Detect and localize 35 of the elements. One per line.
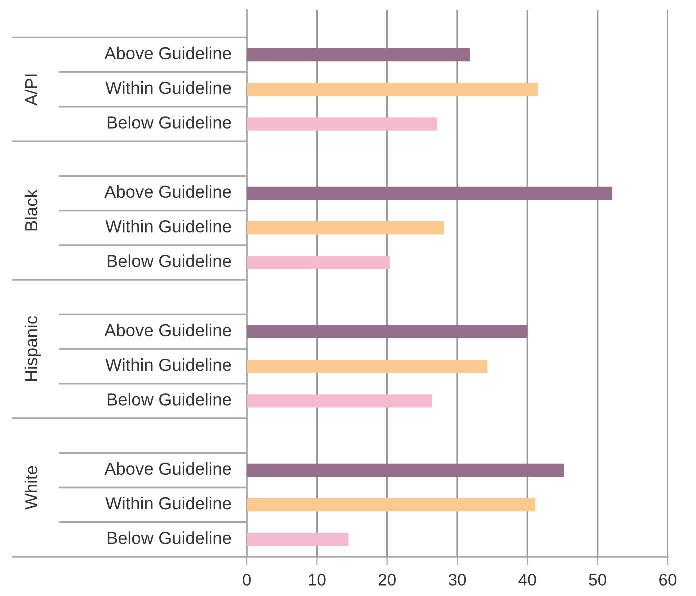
- y-tick-label: Above Guideline: [104, 462, 232, 476]
- y-tick-label: Within Guideline: [106, 220, 232, 233]
- text: White: [24, 466, 38, 510]
- y-tick-label: Below Guideline: [108, 254, 232, 268]
- bar: [247, 222, 444, 235]
- y-tick-label: Above Guideline: [104, 46, 232, 60]
- y-tick-label: Below Guideline: [108, 532, 232, 544]
- x-tick-label: 10: [309, 574, 326, 586]
- bar: [247, 533, 349, 546]
- x-tick-label: 50: [589, 574, 606, 586]
- x-tick-label: 20: [378, 574, 396, 586]
- bar: [247, 48, 470, 62]
- bar: [247, 498, 536, 512]
- x-tick-label: 0: [243, 574, 251, 586]
- y-tick-label: Within Guideline: [106, 82, 232, 94]
- text: Black: [24, 190, 38, 231]
- bar: [247, 256, 390, 270]
- bar: [247, 83, 538, 96]
- text: Hispanic: [24, 316, 42, 382]
- text: A/PI: [24, 74, 38, 106]
- x-tick-label: 30: [448, 574, 466, 586]
- y-tick-label: Within Guideline: [106, 358, 232, 372]
- bar: [247, 186, 613, 200]
- y-tick-label: Above Guideline: [104, 185, 232, 198]
- bar: [247, 360, 488, 374]
- bar: [247, 118, 438, 131]
- y-tick-label: Above Guideline: [104, 324, 232, 337]
- bar: [247, 325, 528, 339]
- x-tick-label: 40: [518, 574, 536, 586]
- x-tick-label: 60: [660, 574, 677, 586]
- y-tick-label: Below Guideline: [108, 393, 232, 406]
- y-tick-label: Below Guideline: [108, 116, 232, 129]
- bar: [247, 464, 564, 478]
- bar: [247, 394, 432, 408]
- y-tick-label: Within Guideline: [106, 496, 232, 510]
